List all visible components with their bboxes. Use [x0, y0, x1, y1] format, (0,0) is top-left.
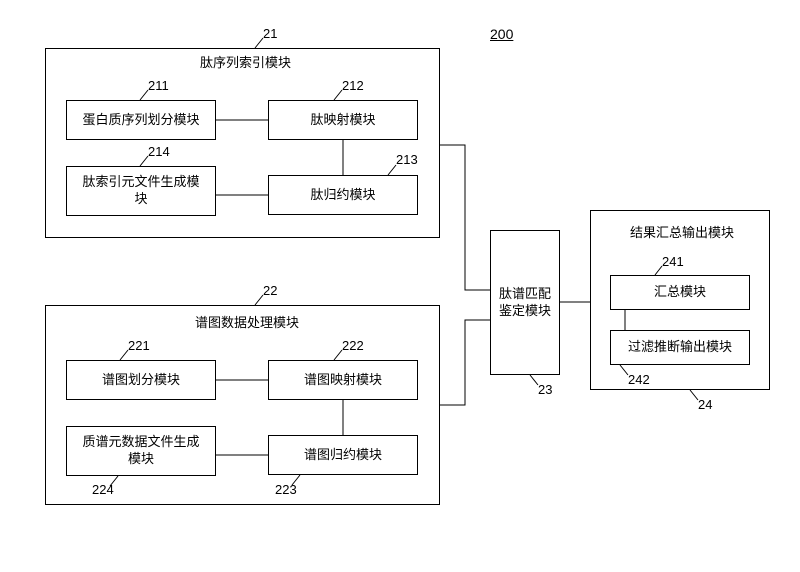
node-23-label: 肽谱匹配 鉴定模块 — [499, 286, 551, 320]
group-24-title: 结果汇总输出模块 — [630, 225, 734, 242]
num-211: 211 — [148, 78, 169, 95]
num-21: 21 — [263, 26, 277, 43]
node-224: 质谱元数据文件生成 模块 — [66, 426, 216, 476]
node-221-label: 谱图划分模块 — [102, 372, 180, 389]
node-23: 肽谱匹配 鉴定模块 — [490, 230, 560, 375]
num-214: 214 — [148, 144, 170, 161]
node-242: 过滤推断输出模块 — [610, 330, 750, 365]
figure-ref: 200 — [490, 25, 513, 43]
node-212: 肽映射模块 — [268, 100, 418, 140]
num-224: 224 — [92, 482, 114, 499]
node-223-label: 谱图归约模块 — [304, 447, 382, 464]
node-213: 肽归约模块 — [268, 175, 418, 215]
num-23: 23 — [538, 382, 552, 399]
diagram-canvas: 200 肽序列索引模块 谱图数据处理模块 结果汇总输出模块 蛋白质序列划分模块 … — [0, 0, 800, 572]
num-223: 223 — [275, 482, 297, 499]
node-214-label: 肽索引元文件生成模 块 — [82, 174, 199, 208]
num-213: 213 — [396, 152, 418, 169]
node-212-label: 肽映射模块 — [310, 112, 375, 129]
node-241-label: 汇总模块 — [654, 284, 706, 301]
num-24: 24 — [698, 397, 712, 414]
num-212: 212 — [342, 78, 364, 95]
num-241: 241 — [662, 254, 684, 271]
node-224-label: 质谱元数据文件生成 模块 — [82, 434, 199, 468]
group-22-title: 谱图数据处理模块 — [195, 315, 299, 332]
node-222-label: 谱图映射模块 — [304, 372, 382, 389]
node-223: 谱图归约模块 — [268, 435, 418, 475]
num-221: 221 — [128, 338, 150, 355]
node-221: 谱图划分模块 — [66, 360, 216, 400]
node-242-label: 过滤推断输出模块 — [628, 339, 732, 356]
node-241: 汇总模块 — [610, 275, 750, 310]
group-21-title: 肽序列索引模块 — [200, 55, 291, 72]
num-22: 22 — [263, 283, 277, 300]
node-213-label: 肽归约模块 — [310, 187, 375, 204]
node-211-label: 蛋白质序列划分模块 — [82, 112, 199, 129]
num-242: 242 — [628, 372, 650, 389]
num-222: 222 — [342, 338, 364, 355]
node-214: 肽索引元文件生成模 块 — [66, 166, 216, 216]
node-211: 蛋白质序列划分模块 — [66, 100, 216, 140]
node-222: 谱图映射模块 — [268, 360, 418, 400]
